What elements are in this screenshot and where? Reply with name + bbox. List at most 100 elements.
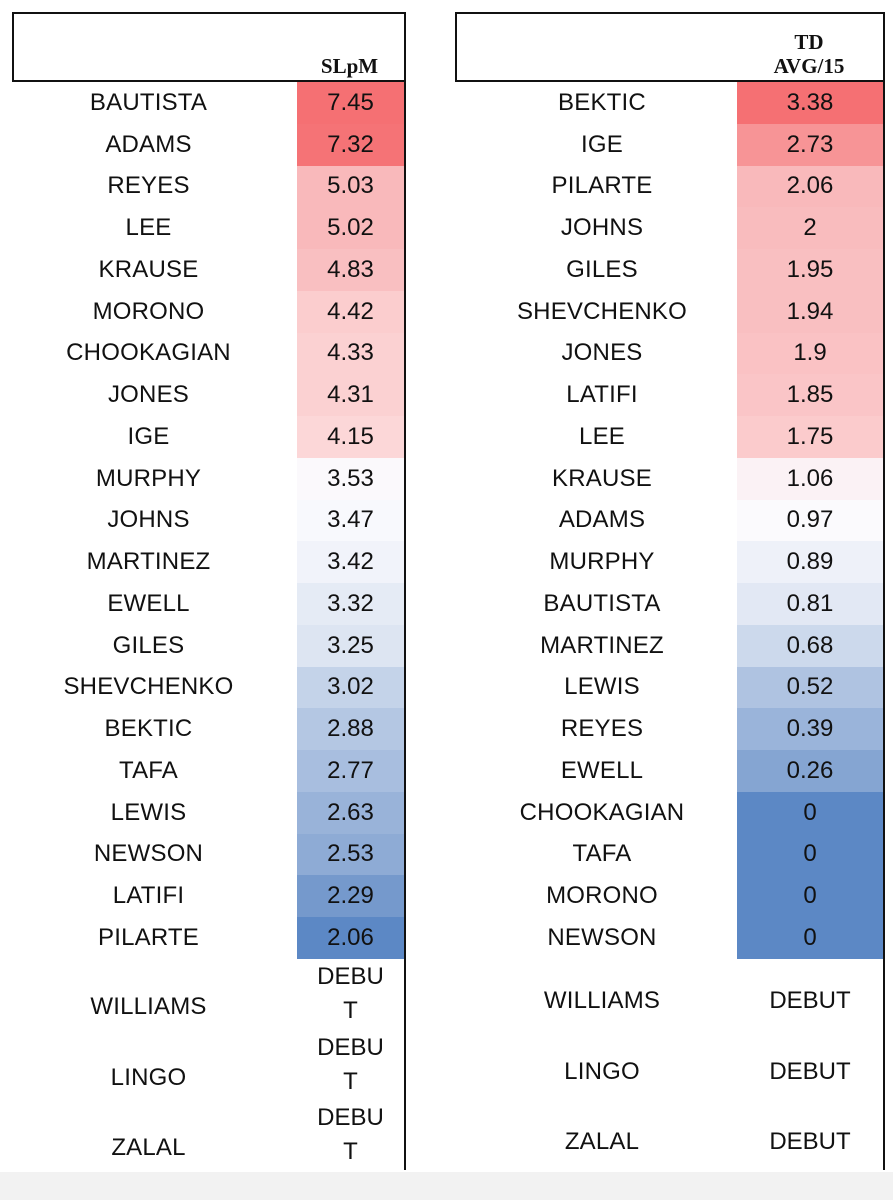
- td-avg-debut-row: LINGO DEBUT: [455, 1029, 885, 1100]
- fighter-name: LATIFI: [112, 882, 185, 910]
- fighter-name: WILLIAMS: [543, 987, 661, 1014]
- fighter-name: TAFA: [572, 840, 632, 868]
- td-avg-value-cell: 3.38: [737, 82, 885, 124]
- fighter-name: SHEVCHENKO: [516, 297, 688, 325]
- slpm-value-cell: 2.63: [297, 791, 406, 834]
- fighter-name: KRAUSE: [552, 464, 652, 492]
- slpm-value-cell: 2.53: [297, 833, 406, 876]
- td-avg-value-cell: 2.06: [737, 165, 885, 208]
- fighter-name: IGE: [127, 422, 170, 450]
- slpm-row: LATIFI 2.29: [12, 875, 406, 917]
- td-avg-value-cell: 0.81: [737, 583, 885, 625]
- td-avg-value-cell: 0.39: [737, 708, 885, 750]
- slpm-debut-row: ZALAL DEBU T: [12, 1099, 406, 1171]
- slpm-value-cell: 5.03: [297, 165, 406, 208]
- td-avg-rows: BEKTIC 3.38 IGE 2.73 PILARTE 2.06 JOHNS 2 GILES 1…: [455, 82, 885, 1171]
- slpm-value-cell: 2.88: [297, 708, 406, 750]
- fighter-name: SHEVCHENKO: [63, 673, 234, 701]
- slpm-value-cell: 2.29: [297, 875, 406, 917]
- fighter-name: JOHNS: [560, 214, 644, 242]
- td-avg-row: JONES 1.9: [455, 332, 885, 375]
- slpm-value-cell: 3.53: [297, 457, 406, 500]
- slpm-value-cell: 7.32: [297, 123, 406, 166]
- slpm-debut-cell: DEBU T: [297, 1099, 406, 1171]
- fighter-name: BAUTISTA: [89, 88, 208, 116]
- td-avg-debut-row: ZALAL DEBUT: [455, 1099, 885, 1171]
- td-avg-row: NEWSON 0: [455, 917, 885, 959]
- td-avg-value-cell: 2: [737, 207, 885, 249]
- slpm-row: SHEVCHENKO 3.02: [12, 666, 406, 709]
- slpm-row: NEWSON 2.53: [12, 833, 406, 876]
- td-avg-row: MARTINEZ 0.68: [455, 624, 885, 667]
- fighter-name: EWELL: [560, 756, 644, 784]
- td-avg-value-cell: 0: [737, 791, 885, 834]
- td-avg-value-cell: 0.97: [737, 499, 885, 542]
- td-avg-value-cell: 2.73: [737, 123, 885, 166]
- debut-text-line2: T: [343, 1138, 358, 1165]
- fighter-name: KRAUSE: [98, 255, 199, 283]
- td-avg-value-cell: 1.94: [737, 290, 885, 333]
- td-avg-row: PILARTE 2.06: [455, 165, 885, 208]
- slpm-value-cell: 3.02: [297, 666, 406, 709]
- td-avg-debut-row: WILLIAMS DEBUT: [455, 958, 885, 1030]
- td-avg-value-cell: 0: [737, 917, 885, 959]
- fighter-name: JONES: [561, 339, 643, 367]
- fighter-name: LINGO: [564, 1057, 640, 1085]
- slpm-row: EWELL 3.32: [12, 583, 406, 625]
- slpm-row: MURPHY 3.53: [12, 457, 406, 500]
- slpm-row: GILES 3.25: [12, 624, 406, 667]
- slpm-value-cell: 3.25: [297, 624, 406, 667]
- fighter-name: MARTINEZ: [540, 631, 664, 659]
- td-avg-row: LATIFI 1.85: [455, 374, 885, 416]
- slpm-table: SLpM BAUTISTA 7.45 ADAMS 7.32 REYES 5.03 LEE 5.…: [12, 12, 406, 1171]
- fighter-name: LINGO: [110, 1063, 187, 1091]
- td-avg-debut-cell: DEBUT: [737, 1099, 885, 1171]
- fighter-name: TAFA: [118, 756, 179, 784]
- fighter-name: LEE: [579, 422, 625, 450]
- td-avg-row: IGE 2.73: [455, 123, 885, 166]
- slpm-value-cell: 3.47: [297, 499, 406, 542]
- fighter-name: NEWSON: [547, 923, 657, 951]
- td-avg-debut-cell: DEBUT: [737, 1029, 885, 1100]
- td-avg-value-cell: 0.68: [737, 624, 885, 667]
- debut-text-line1: DEBU: [317, 963, 384, 990]
- slpm-debut-cell: DEBU T: [297, 1029, 406, 1100]
- fighter-name: BAUTISTA: [543, 589, 661, 617]
- fighter-name: NEWSON: [93, 840, 204, 868]
- slpm-row: LEE 5.02: [12, 207, 406, 249]
- td-avg-value-cell: 0: [737, 875, 885, 917]
- fighter-name: CHOOKAGIAN: [66, 339, 231, 367]
- fighter-name: LATIFI: [566, 381, 638, 409]
- slpm-debut-cell: DEBU T: [297, 958, 406, 1030]
- slpm-debut-row: WILLIAMS DEBU T: [12, 958, 406, 1030]
- td-avg-row: MORONO 0: [455, 875, 885, 917]
- td-avg-value-cell: 1.06: [737, 457, 885, 500]
- fighter-name: ZALAL: [564, 1128, 640, 1155]
- td-avg-row: BAUTISTA 0.81: [455, 583, 885, 625]
- slpm-value-cell: 2.06: [297, 917, 406, 959]
- fighter-name: MORONO: [92, 297, 205, 325]
- fighter-name: LEWIS: [110, 798, 187, 826]
- debut-text-line1: DEBU: [317, 1033, 384, 1061]
- slpm-row: TAFA 2.77: [12, 750, 406, 792]
- slpm-value-cell: 5.02: [297, 207, 406, 249]
- slpm-value-cell: 4.15: [297, 416, 406, 458]
- slpm-value-cell: 4.83: [297, 249, 406, 291]
- fighter-name: PILARTE: [551, 172, 653, 200]
- fighter-name: CHOOKAGIAN: [519, 798, 685, 826]
- td-avg-value-cell: 0.52: [737, 666, 885, 709]
- fighter-name: WILLIAMS: [90, 993, 207, 1021]
- fighter-name: ADAMS: [105, 130, 192, 158]
- fighter-name: BEKTIC: [558, 88, 646, 116]
- fighter-name: MURPHY: [95, 464, 202, 492]
- slpm-row: JONES 4.31: [12, 374, 406, 416]
- slpm-debut-row: LINGO DEBU T: [12, 1029, 406, 1100]
- slpm-header-label: SLpM: [320, 54, 379, 78]
- slpm-row: LEWIS 2.63: [12, 791, 406, 834]
- slpm-row: BAUTISTA 7.45: [12, 82, 406, 124]
- slpm-header: SLpM: [12, 12, 406, 82]
- slpm-row: MORONO 4.42: [12, 290, 406, 333]
- td-avg-row: TAFA 0: [455, 833, 885, 876]
- fighter-name: JOHNS: [107, 506, 190, 534]
- td-avg-value-cell: 1.9: [737, 332, 885, 375]
